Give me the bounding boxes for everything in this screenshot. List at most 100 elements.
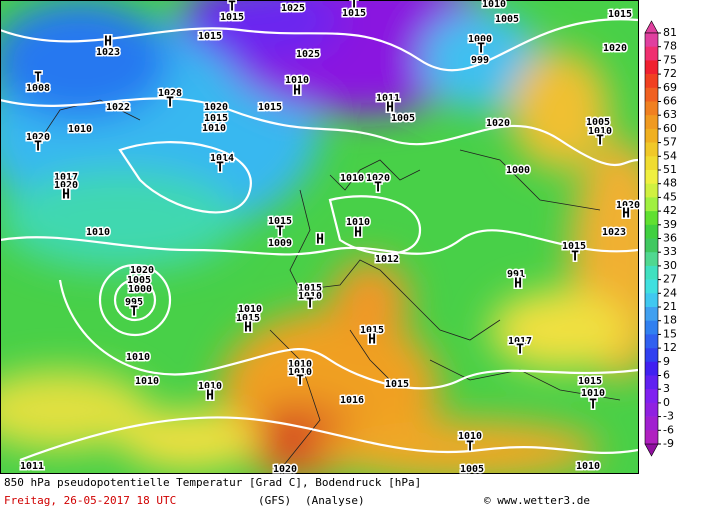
isobar-label: 1020: [204, 102, 228, 113]
colorbar-segment: [645, 170, 658, 184]
isobar-label: 1015: [236, 313, 260, 324]
isobar-label: 1005: [586, 117, 610, 128]
colorbar-tick-label: 12: [663, 341, 677, 354]
colorbar-tick-label: 3: [663, 382, 670, 395]
colorbar-tick-label: 18: [663, 314, 677, 327]
colorbar-segment: [645, 224, 658, 239]
colorbar-tick-label: 36: [663, 232, 677, 245]
colorbar-tick-label: 45: [663, 190, 677, 203]
date: Freitag, 26-05-2017 18 UTC: [4, 494, 176, 507]
pressure-center: T: [276, 225, 284, 240]
isobar-label: 1011: [20, 461, 44, 472]
isobar-label: 1010: [238, 304, 262, 315]
isobar-label: 1028: [158, 88, 182, 99]
isobar-label: 1005: [495, 14, 519, 25]
isobar-label: 1015: [342, 8, 366, 19]
colorbar-tick-label: 66: [663, 95, 677, 108]
isobar-label: 1015: [198, 31, 222, 42]
colorbar-segment: [645, 33, 658, 47]
colorbar-tick-label: 33: [663, 245, 677, 258]
colorbar-cap-top: [644, 20, 659, 34]
colorbar-segment: [645, 334, 658, 349]
colorbar-segment: [645, 430, 658, 445]
colorbar-tick-label: 9: [663, 355, 670, 368]
caption: 850 hPa pseudopotentielle Temperatur [Gr…: [4, 476, 421, 489]
isobar-label: 1015: [204, 113, 228, 124]
colorbar-segment: [645, 293, 658, 308]
isobar-label: 1020: [486, 118, 510, 129]
isobar-label: 1025: [281, 3, 305, 14]
colorbar-tick-label: 60: [663, 122, 677, 135]
colorbar-tick-label: 81: [663, 26, 677, 39]
isobar-label: 1020: [366, 173, 390, 184]
colorbar-tick-label: 15: [663, 327, 677, 340]
isobar-label: 1005: [127, 275, 151, 286]
isobar-label: 1000: [128, 284, 152, 295]
colorbar-tick-label: 0: [663, 396, 670, 409]
isobar-label: 1005: [460, 464, 484, 475]
pressure-center: H: [62, 188, 70, 203]
isobar-label: 1015: [608, 9, 632, 20]
pressure-center: T: [306, 297, 314, 312]
isobar-label: 1010: [340, 173, 364, 184]
pressure-center: T: [374, 181, 382, 196]
pressure-center: T: [34, 71, 42, 86]
colorbar-segment: [645, 279, 658, 294]
colorbar-tick-label: 48: [663, 177, 677, 190]
pressure-center: H: [368, 333, 376, 348]
colorbar-segment: [645, 128, 658, 143]
colorbar-tick-label: 57: [663, 136, 677, 149]
isobar-label: 1025: [296, 49, 320, 60]
colorbar-segment: [645, 361, 658, 376]
isobar-label: 1015: [220, 12, 244, 23]
colorbar-tick-label: -6: [663, 423, 674, 436]
isobar-label: 1015: [578, 376, 602, 387]
isobar-label: 1010: [482, 0, 506, 10]
isobar-label: 1017: [508, 336, 532, 347]
pressure-center: H: [354, 226, 362, 241]
isobar-label: 1012: [375, 254, 399, 265]
isobar-label: 1020: [130, 265, 154, 276]
isobar-label: 1015: [360, 325, 384, 336]
colorbar-segment: [645, 197, 658, 212]
isobar-label: 1010: [576, 461, 600, 472]
pressure-center: T: [571, 250, 579, 265]
colorbar-tick-label: 78: [663, 40, 677, 53]
isobar-label: 1005: [391, 113, 415, 124]
pressure-center: H: [622, 207, 630, 222]
colorbar-tick-label: 51: [663, 163, 677, 176]
colorbar-tick-label: 54: [663, 149, 677, 162]
pressure-center: H: [386, 101, 394, 116]
colorbar-segment: [645, 101, 658, 116]
colorbar-tick-label: -3: [663, 410, 674, 423]
colorbar-tick-label: 27: [663, 273, 677, 286]
isobar-label: 1010: [135, 376, 159, 387]
colorbar-tick-label: 75: [663, 53, 677, 66]
colorbar-segment: [645, 87, 658, 102]
isobar-label: 1008: [26, 83, 50, 94]
pressure-center: T: [34, 140, 42, 155]
isobar-label: 1022: [106, 102, 130, 113]
isobar-label: 1020: [603, 43, 627, 54]
colorbar-tick-label: 42: [663, 204, 677, 217]
colorbar-segment: [645, 375, 658, 390]
isobar-label: 1020: [616, 200, 640, 211]
isobar-label: 1010: [86, 227, 110, 238]
colorbar-segment: [645, 142, 658, 157]
pressure-center: T: [228, 0, 236, 15]
pressure-center: H: [244, 321, 252, 336]
colorbar-tick-label: 39: [663, 218, 677, 231]
isobar-label: 1023: [96, 47, 120, 58]
isobar-label: 1010: [126, 352, 150, 363]
isobar-label: 1015: [385, 379, 409, 390]
isobar-label: 1015: [268, 216, 292, 227]
colorbar-segment: [645, 238, 658, 253]
isobar-label: 1015: [258, 102, 282, 113]
isobar-label: 1000: [506, 165, 530, 176]
colorbar-segment: [645, 252, 658, 267]
credit: © www.wetter3.de: [484, 494, 590, 507]
pressure-center: H: [293, 84, 301, 99]
isobar-label: 1010: [458, 431, 482, 442]
